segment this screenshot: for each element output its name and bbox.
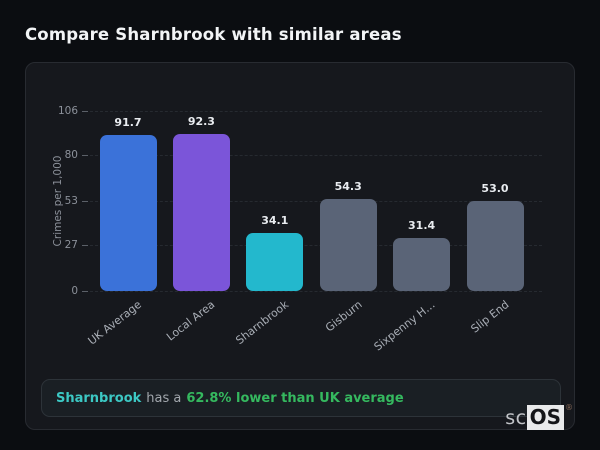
note-subject-text: Sharnbrook xyxy=(56,390,142,406)
x-tick-label-sharnbrook: Sharnbrook xyxy=(233,298,291,348)
y-tick-mark-80 xyxy=(82,155,88,157)
page-title: Compare Sharnbrook with similar areas xyxy=(25,25,402,44)
y-tick-mark-27 xyxy=(82,245,88,247)
scos-logo-suffix: OS xyxy=(526,405,564,430)
y-tick-label-0: 0 xyxy=(71,285,78,297)
gridline-y-0 xyxy=(90,291,542,292)
value-label-sixpenny-h: 31.4 xyxy=(408,218,436,232)
y-tick-label-80: 80 xyxy=(64,149,78,162)
value-label-uk-average: 91.7 xyxy=(114,116,142,130)
bar-sharnbrook[interactable] xyxy=(246,233,304,291)
gridline-y-53 xyxy=(90,201,542,202)
bar-chart: Crimes per 1,000 0 27 53 80 106 91.7 UK Averag… xyxy=(26,63,574,429)
y-tick-mark-53 xyxy=(82,201,88,202)
registered-trademark-icon: ® xyxy=(565,403,573,412)
value-label-sharnbrook: 34.1 xyxy=(261,214,289,228)
comparison-note: Sharnbrook has a 62.8% lower than UK ave… xyxy=(41,379,561,417)
y-tick-label-106: 106 xyxy=(57,105,78,117)
value-label-gisburn: 54.3 xyxy=(334,179,362,193)
gridline-y-106 xyxy=(90,111,542,112)
y-tick-label-53: 53 xyxy=(64,195,78,207)
value-label-slip-end: 53.0 xyxy=(481,182,509,195)
scos-logo-prefix: sc xyxy=(505,407,527,429)
x-tick-label-slip-end: Slip End xyxy=(467,298,512,336)
bar-slip-end[interactable] xyxy=(466,201,524,291)
x-tick-label-sixpenny-h: Sixpenny H… xyxy=(371,298,438,354)
x-tick-label-uk-average: UK Average xyxy=(85,298,145,348)
y-tick-mark-0 xyxy=(82,291,88,292)
x-tick-label-local-area: Local Area xyxy=(164,298,218,344)
bar-gisburn[interactable] xyxy=(319,198,377,291)
gridline-y-27 xyxy=(90,245,542,247)
note-highlight-text: 62.8% lower than UK average xyxy=(186,390,404,406)
y-tick-label-27: 27 xyxy=(64,239,78,252)
comparison-chart-card: Crimes per 1,000 0 27 53 80 106 91.7 UK Averag… xyxy=(25,62,575,430)
value-label-local-area: 92.3 xyxy=(187,115,215,129)
bar-sixpenny-h[interactable] xyxy=(393,237,451,291)
bar-local-area[interactable] xyxy=(172,134,230,291)
bar-uk-average[interactable] xyxy=(99,135,157,291)
scos-logo: sc OS ® xyxy=(505,403,573,434)
y-tick-mark-106 xyxy=(82,111,88,112)
gridline-y-80 xyxy=(90,155,542,157)
note-connector-text: has a xyxy=(146,390,182,406)
x-tick-label-gisburn: Gisburn xyxy=(322,298,365,335)
